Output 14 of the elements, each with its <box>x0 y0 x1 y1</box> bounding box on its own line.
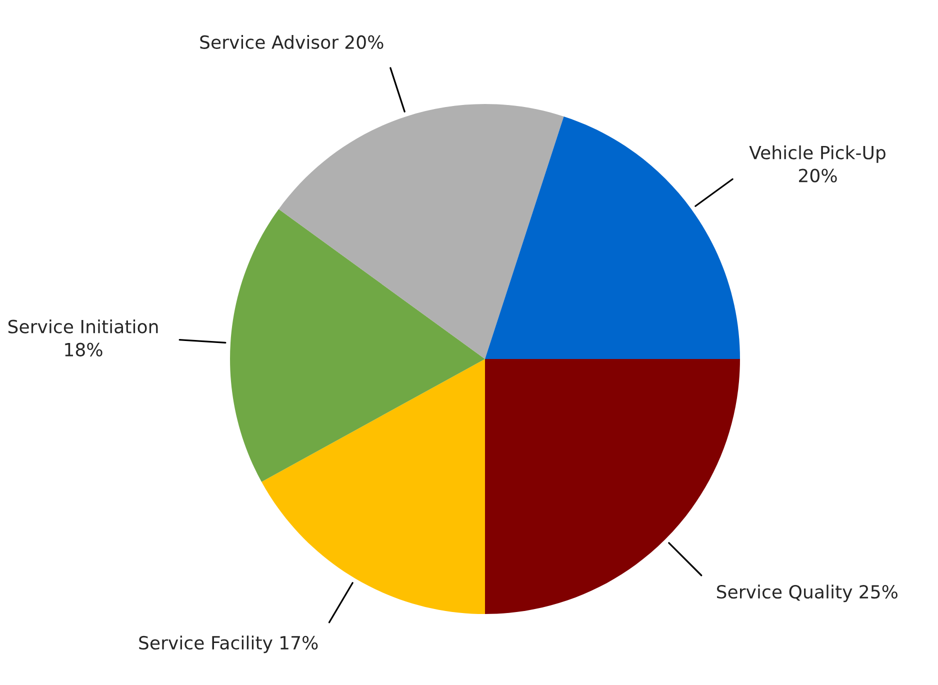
pie-slice <box>230 209 485 482</box>
slice-label: Service Quality <box>716 584 852 602</box>
pie-slice <box>485 116 740 359</box>
data-label: 18% <box>65 342 102 356</box>
slice-label: Service Initiation <box>8 319 158 334</box>
data-label: 25% <box>860 584 898 599</box>
data-label: 17% <box>280 636 318 650</box>
slice-label: Service Advisor <box>200 34 339 49</box>
slice-label: Service Facility <box>139 636 272 654</box>
slice-label: Vehicle Pick-Up <box>749 145 886 163</box>
pie-slice <box>278 104 564 359</box>
data-label: 20% <box>799 168 837 182</box>
data-label: 20% <box>345 35 384 49</box>
pie-slice <box>262 359 485 614</box>
